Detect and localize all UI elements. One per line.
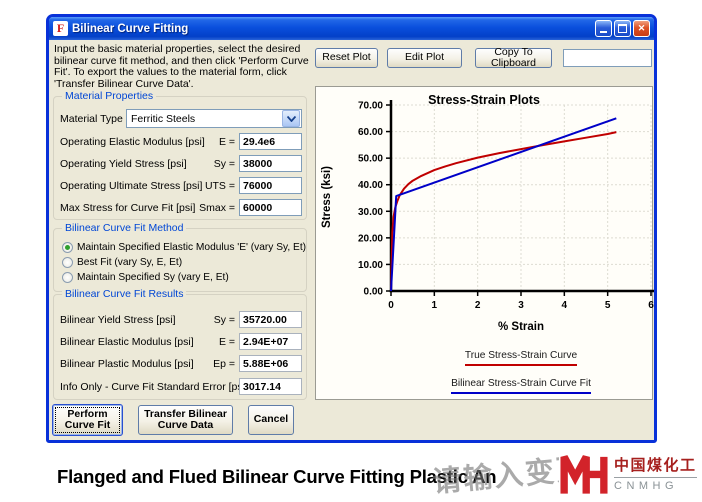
group-title: Bilinear Curve Fit Results [62, 288, 187, 300]
x-tick-label: 3 [518, 300, 524, 311]
bilinear-plastic-modulus-output [239, 355, 302, 372]
x-axis-label: % Strain [497, 321, 544, 333]
yield-stress-input[interactable] [239, 155, 302, 172]
logo-chinese-text: 中国煤化工 [614, 457, 697, 474]
app-icon: F [53, 21, 68, 36]
maximize-icon [618, 24, 627, 33]
field-label: Operating Yield Stress [psi] [60, 158, 187, 170]
y-tick-label: 20.00 [358, 233, 383, 244]
maximize-button[interactable] [614, 20, 631, 37]
radio-icon[interactable] [62, 241, 73, 253]
fit-results-group: Bilinear Curve Fit Results Bilinear Yiel… [53, 288, 307, 400]
radio-icon[interactable] [62, 271, 73, 283]
edit-plot-button[interactable]: Edit Plot [387, 48, 462, 68]
x-tick-label: 0 [388, 300, 394, 311]
perform-curve-fit-button[interactable]: Perform Curve Fit [52, 404, 123, 436]
y-tick-label: 60.00 [358, 127, 383, 138]
result-symbol: Ep = [213, 358, 235, 370]
bilinear-yield-stress-output [239, 311, 302, 328]
x-tick-label: 2 [475, 300, 481, 311]
ultimate-stress-input[interactable] [239, 177, 302, 194]
result-label: Bilinear Elastic Modulus [psi] [60, 336, 194, 348]
mh-logo-icon [560, 455, 608, 494]
legend-bilinear-fit: Bilinear Stress-Strain Curve Fit [451, 378, 591, 394]
field-label: Operating Ultimate Stress [psi] [60, 180, 203, 192]
field-symbol: Smax = [199, 202, 235, 214]
series-line-1 [390, 117, 617, 292]
legend-true-curve: True Stress-Strain Curve [464, 350, 578, 366]
footer-caption: Flanged and Flued Bilinear Curve Fitting… [57, 466, 497, 487]
logo-latin-text: CNMHG [614, 480, 679, 492]
x-tick-label: 4 [562, 300, 568, 311]
y-tick-label: 0.00 [364, 287, 384, 298]
radio-option-maintain-sy[interactable]: Maintain Specified Sy (vary E, Et) [62, 271, 229, 283]
field-label: Operating Elastic Modulus [psi] [60, 136, 205, 148]
field-label: Max Stress for Curve Fit [psi] [60, 202, 196, 214]
bilinear-elastic-modulus-output [239, 333, 302, 350]
cancel-button[interactable]: Cancel [248, 405, 294, 435]
chart-canvas: 0 1 2 3 4 5 60.0010.0020.0030.0040.0050.0060.0… [358, 100, 654, 311]
transfer-bilinear-curve-data-button[interactable]: Transfer Bilinear Curve Data [138, 405, 233, 435]
dropdown-button[interactable] [282, 110, 300, 127]
toolbar-text-field[interactable] [563, 49, 652, 67]
radio-icon[interactable] [62, 256, 73, 268]
max-stress-input[interactable] [239, 199, 302, 216]
chart-title: Stress-Strain Plots [428, 93, 540, 107]
standard-error-label: Info Only - Curve Fit Standard Error [ps… [60, 381, 248, 393]
result-label: Bilinear Yield Stress [psi] [60, 314, 176, 326]
minimize-icon [600, 30, 607, 34]
y-tick-label: 40.00 [358, 180, 383, 191]
standard-error-output [239, 378, 302, 395]
logo-text-block: 中国煤化工 CNMHG [614, 454, 697, 492]
x-tick-label: 1 [432, 300, 438, 311]
y-axis-label: Stress (ksi) [321, 166, 333, 229]
field-symbol: E = [218, 136, 235, 148]
group-title: Material Properties [62, 90, 157, 102]
x-tick-label: 6 [648, 300, 654, 311]
chart-legend: True Stress-Strain Curve Bilinear Stress… [391, 345, 651, 401]
y-tick-label: 10.00 [358, 260, 383, 271]
result-symbol: Sy = [213, 314, 235, 326]
fit-method-group: Bilinear Curve Fit Method Maintain Speci… [53, 222, 307, 292]
y-tick-label: 70.00 [358, 101, 383, 112]
material-type-dropdown[interactable]: Ferritic Steels [126, 109, 302, 128]
result-symbol: E = [218, 336, 235, 348]
logo-divider [614, 477, 697, 478]
y-tick-label: 30.00 [358, 207, 383, 218]
field-symbol: UTS = [204, 180, 235, 192]
elastic-modulus-input[interactable] [239, 133, 302, 150]
radio-option-best-fit[interactable]: Best Fit (vary Sy, E, Et) [62, 256, 182, 268]
company-logo: 中国煤化工 CNMHG [559, 444, 702, 502]
stress-strain-chart-panel: Stress-Strain Plots 0 1 2 3 4 5 6 0.00 10.00 20.0… [315, 86, 654, 401]
material-properties-group: Material Properties Material Type Ferrit… [53, 90, 307, 220]
close-icon: ✕ [637, 23, 646, 33]
field-symbol: Sy = [213, 158, 235, 170]
titlebar[interactable]: F Bilinear Curve Fitting ✕ [49, 17, 654, 40]
copy-to-clipboard-button[interactable]: Copy To Clipboard [475, 46, 552, 69]
close-button[interactable]: ✕ [633, 20, 650, 37]
radio-option-maintain-e[interactable]: Maintain Specified Elastic Modulus 'E' (… [62, 241, 306, 253]
y-tick-label: 50.00 [358, 154, 383, 165]
reset-plot-button[interactable]: Reset Plot [315, 48, 378, 68]
group-title: Bilinear Curve Fit Method [62, 222, 187, 234]
material-type-value: Ferritic Steels [131, 112, 196, 125]
bilinear-curve-fitting-window: F Bilinear Curve Fitting ✕ Input the bas… [46, 14, 657, 443]
material-type-label: Material Type [60, 113, 123, 125]
result-label: Bilinear Plastic Modulus [psi] [60, 358, 194, 370]
chevron-down-icon [286, 115, 296, 122]
instruction-text: Input the basic material properties, sel… [54, 43, 309, 90]
dialog-body: Input the basic material properties, sel… [49, 40, 654, 440]
minimize-button[interactable] [595, 20, 612, 37]
window-title: Bilinear Curve Fitting [72, 22, 189, 35]
x-tick-label: 5 [605, 300, 611, 311]
